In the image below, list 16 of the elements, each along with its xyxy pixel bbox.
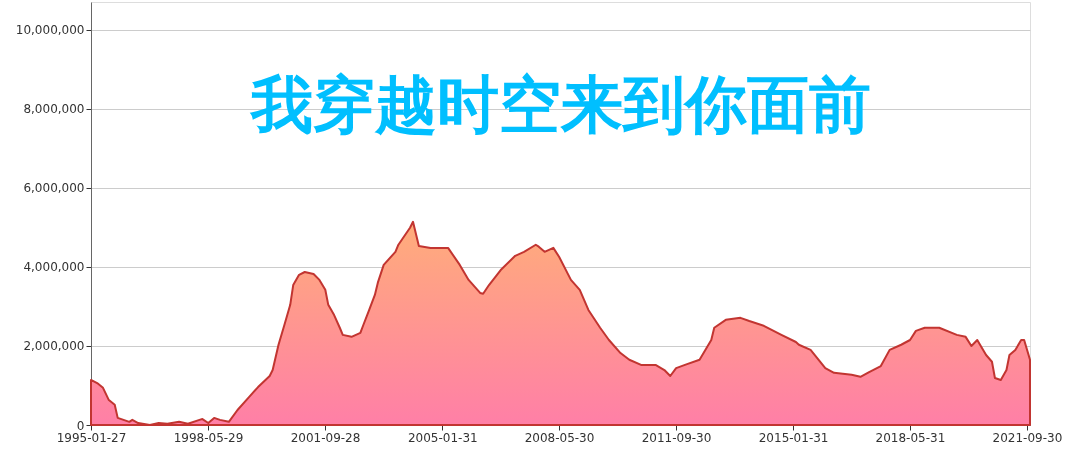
x-tick-label: 2018-05-31 bbox=[875, 430, 946, 445]
x-tick-label: 1995-01-27 bbox=[56, 430, 127, 445]
y-tick-label: 10,000,000 bbox=[15, 23, 85, 38]
y-tick-label: 8,000,000 bbox=[23, 102, 85, 117]
x-tick-label: 2011-09-30 bbox=[641, 430, 712, 445]
y-tick-label: 6,000,000 bbox=[23, 181, 85, 196]
y-tick-label: 2,000,000 bbox=[23, 339, 85, 354]
x-tick-label: 2001-09-28 bbox=[290, 430, 361, 445]
y-tick-label: 4,000,000 bbox=[23, 260, 85, 275]
x-tick-label: 1998-05-29 bbox=[173, 430, 244, 445]
y-tick-label: 0 bbox=[76, 418, 85, 433]
x-tick-label: 2008-05-30 bbox=[524, 430, 595, 445]
x-tick-label: 2015-01-31 bbox=[758, 430, 829, 445]
x-tick-label: 2005-01-31 bbox=[407, 430, 478, 445]
x-tick-label: 2021-09-30 bbox=[992, 430, 1063, 445]
text: 我穿越时空来到你面前 bbox=[249, 68, 871, 141]
